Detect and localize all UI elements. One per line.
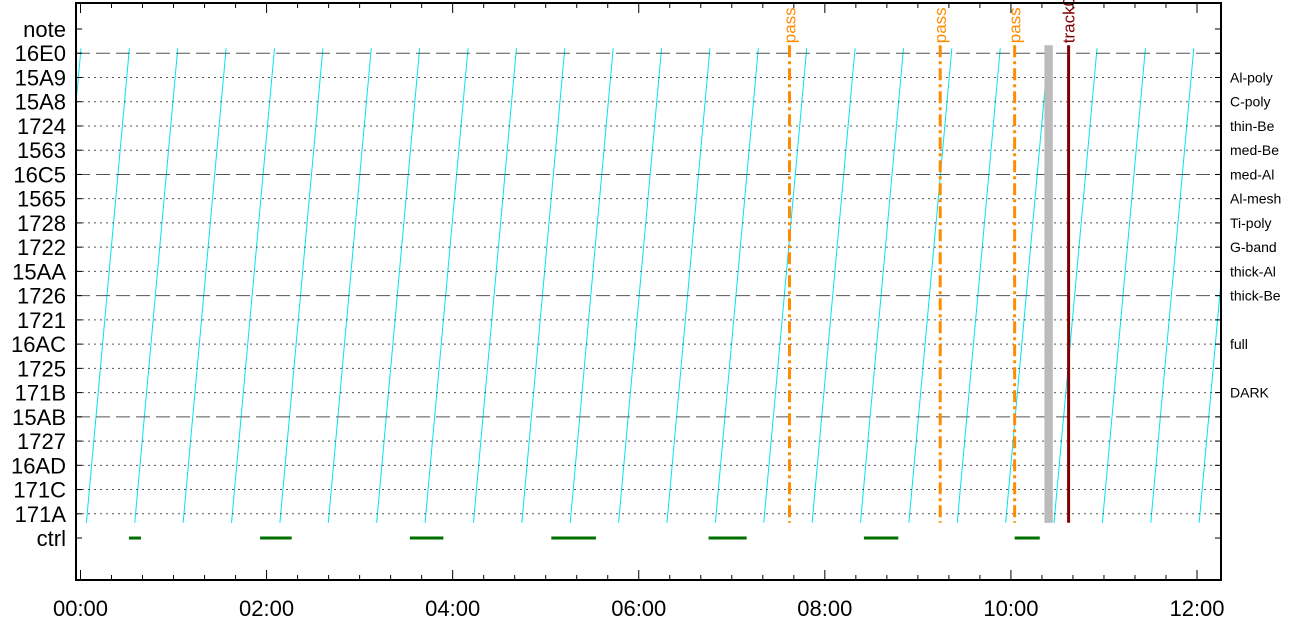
hatch-line bbox=[618, 48, 663, 523]
hatch-line bbox=[714, 48, 759, 523]
row-grid bbox=[76, 52, 1221, 515]
hatch-layer bbox=[76, 48, 1221, 523]
hatch-line bbox=[231, 48, 276, 523]
hatch-line bbox=[327, 48, 372, 523]
x-axis: 00:00 02:00 04:00 06:00 08:00 10:00 12:00 bbox=[53, 3, 1225, 621]
hatch-line bbox=[279, 48, 324, 523]
event-label-track0-3: track0 bbox=[1060, 0, 1079, 43]
row-annotation-1563: med-Be bbox=[1230, 142, 1279, 158]
y-tick-label-15a9: 15A9 bbox=[15, 65, 66, 90]
row-annotation-16ac: full bbox=[1230, 336, 1248, 352]
hatch-line bbox=[134, 48, 179, 523]
y-tick-label-15a8: 15A8 bbox=[15, 90, 66, 115]
row-annotation-15a9: Al-poly bbox=[1230, 69, 1273, 85]
hatch-line bbox=[376, 48, 421, 523]
y-tick-label-15ab: 15AB bbox=[12, 405, 66, 430]
y-tick-label-1727: 1727 bbox=[17, 429, 66, 454]
x-tick-label-1: 02:00 bbox=[239, 596, 294, 621]
y-tick-label-note: note bbox=[23, 17, 66, 42]
y-tick-label-ctrl: ctrl bbox=[37, 526, 66, 551]
y-tick-label-171c: 171C bbox=[13, 478, 66, 503]
hatch-line bbox=[666, 48, 711, 523]
hatch-line bbox=[424, 48, 469, 523]
hatch-line bbox=[859, 48, 904, 523]
event-label-pass-1: pass bbox=[931, 7, 950, 43]
y-tick-label-16c5: 16C5 bbox=[13, 162, 66, 187]
row-annotation-171b: DARK bbox=[1230, 385, 1270, 401]
event-label-pass-0: pass bbox=[780, 7, 799, 43]
shaded-band bbox=[1044, 45, 1053, 523]
y-tick-label-1726: 1726 bbox=[17, 284, 66, 309]
hatch-line bbox=[472, 48, 517, 523]
hatch-line bbox=[763, 48, 808, 523]
row-annotation-1726: thick-Be bbox=[1230, 288, 1281, 304]
y-tick-label-171b: 171B bbox=[15, 381, 66, 406]
y-tick-label-16ad: 16AD bbox=[11, 453, 66, 478]
hatch-line bbox=[1053, 48, 1098, 523]
band-layer bbox=[1044, 45, 1053, 523]
y-tick-label-171a: 171A bbox=[15, 502, 67, 527]
row-annotations: Al-poly C-poly thin-Be med-Be med-Al Al-mesh T… bbox=[1230, 69, 1281, 400]
row-annotation-1724: thin-Be bbox=[1230, 118, 1275, 134]
row-annotation-15a8: C-poly bbox=[1230, 94, 1270, 110]
event-label-pass-2: pass bbox=[1006, 7, 1025, 43]
y-tick-label-16e0: 16E0 bbox=[15, 41, 66, 66]
row-annotation-1728: Ti-poly bbox=[1230, 215, 1272, 231]
hatch-line bbox=[85, 48, 130, 523]
y-tick-label-1725: 1725 bbox=[17, 356, 66, 381]
hatch-line bbox=[1005, 48, 1050, 523]
hatch-line bbox=[521, 48, 566, 523]
x-tick-label-3: 06:00 bbox=[611, 596, 666, 621]
hatch-line bbox=[908, 48, 953, 523]
y-axis: note16E015A915A81724156316C5156517281722… bbox=[11, 17, 1221, 551]
hatch-line bbox=[1101, 48, 1146, 523]
y-tick-label-1563: 1563 bbox=[17, 138, 66, 163]
hatch-line bbox=[956, 48, 1001, 523]
row-annotation-15aa: thick-Al bbox=[1230, 263, 1276, 279]
y-tick-label-1721: 1721 bbox=[17, 308, 66, 333]
x-tick-label-5: 10:00 bbox=[983, 596, 1038, 621]
x-tick-label-4: 08:00 bbox=[797, 596, 852, 621]
x-tick-label-6: 12:00 bbox=[1169, 596, 1224, 621]
row-annotation-16c5: med-Al bbox=[1230, 166, 1274, 182]
event-layer: pass pass pass track0 bbox=[780, 0, 1079, 523]
y-tick-label-16ac: 16AC bbox=[11, 332, 66, 357]
y-tick-label-1722: 1722 bbox=[17, 235, 66, 260]
y-tick-label-1728: 1728 bbox=[17, 211, 66, 236]
row-annotation-1565: Al-mesh bbox=[1230, 191, 1281, 207]
y-tick-label-15aa: 15AA bbox=[12, 259, 66, 284]
x-tick-label-0: 00:00 bbox=[53, 596, 108, 621]
y-tick-label-1724: 1724 bbox=[17, 114, 66, 139]
hatch-line bbox=[569, 48, 614, 523]
x-tick-label-2: 04:00 bbox=[425, 596, 480, 621]
hatch-line bbox=[811, 48, 856, 523]
y-tick-label-1565: 1565 bbox=[17, 187, 66, 212]
hatch-line bbox=[1150, 48, 1195, 523]
hatch-line bbox=[182, 48, 227, 523]
plot-frame bbox=[75, 2, 1222, 581]
row-annotation-1722: G-band bbox=[1230, 239, 1277, 255]
